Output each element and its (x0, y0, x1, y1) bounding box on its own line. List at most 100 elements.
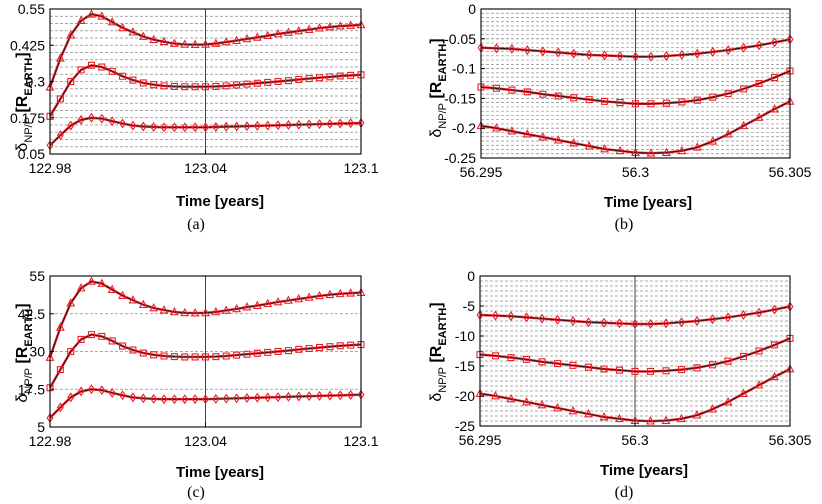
data-point-triangle-d (506, 393, 516, 403)
data-point-triangle-b (723, 129, 733, 138)
data-point-diamond-b (724, 45, 732, 56)
data-point-square-a (243, 80, 251, 88)
data-point-triangle-b (492, 123, 501, 132)
data-point-diamond-d (569, 316, 577, 326)
data-point-square-a (284, 77, 292, 85)
data-point-square-a (56, 95, 64, 103)
data-point-triangle-d (723, 396, 733, 406)
data-point-diamond-c (274, 392, 282, 403)
data-point-square-d (646, 367, 655, 375)
data-point-triangle-a (284, 27, 293, 36)
data-point-diamond-b (523, 45, 531, 56)
data-point-triangle-a (149, 34, 159, 44)
y-tick-label-d: -15 (455, 358, 475, 374)
data-point-square-d (507, 354, 515, 362)
data-point-triangle-c (325, 289, 335, 299)
data-point-triangle-c (190, 308, 200, 317)
data-point-diamond-b (693, 48, 701, 59)
data-point-diamond-d (647, 319, 654, 329)
data-point-triangle-a (211, 38, 221, 47)
y-tick-label-b: -0.05 (444, 31, 476, 47)
y-axis-label-c: δNP/P [REARTH] (14, 303, 35, 402)
data-point-square-c (67, 347, 75, 356)
data-point-square-c (191, 353, 199, 361)
data-point-square-d (677, 366, 686, 374)
series-trend-diamond-d (479, 306, 791, 325)
data-point-diamond-b (585, 49, 593, 60)
y-axis-label-a: δNP/P [REARTH] (14, 52, 35, 151)
data-point-diamond-c (212, 393, 220, 404)
data-point-triangle-d (770, 371, 779, 381)
data-point-triangle-b (507, 126, 517, 135)
data-point-diamond-b (601, 50, 609, 61)
data-point-triangle-a (107, 17, 117, 26)
data-point-diamond-a (202, 122, 209, 133)
series-trend-square-b (480, 70, 791, 105)
data-point-triangle-d (754, 380, 764, 389)
data-point-triangle-b (677, 145, 687, 155)
chart-panel-a: 0.05 0.175 0.3 0.425 0.55 122.98 123.04 123.1 δ… (10, 1, 379, 233)
data-point-square-b (771, 74, 779, 82)
data-point-diamond-a (77, 114, 85, 125)
series-trend-triangle-b (480, 101, 791, 154)
data-point-square-d (662, 367, 670, 375)
data-point-square-b (693, 96, 701, 104)
data-point-triangle-b (600, 144, 610, 153)
data-point-triangle-a (221, 37, 231, 46)
x-tick-label-a: 123.04 (184, 160, 227, 176)
data-point-diamond-d (678, 317, 685, 328)
data-point-square-d (786, 334, 794, 342)
data-point-square-b (662, 99, 670, 107)
data-point-diamond-d (507, 311, 515, 322)
y-tick-label-a: 0.05 (18, 146, 45, 162)
data-point-square-c (77, 335, 85, 343)
data-point-square-a (201, 83, 210, 91)
panel-label-a: (a) (187, 216, 205, 233)
data-point-diamond-c (222, 393, 230, 404)
data-point-diamond-a (274, 120, 282, 131)
y-tick-label-a: 0.175 (10, 110, 45, 126)
series-trend-diamond-a (49, 117, 362, 146)
data-point-triangle-c (232, 303, 242, 313)
data-point-diamond-c (181, 394, 189, 405)
data-point-square-a (316, 74, 324, 82)
y-tick-label-d: -20 (455, 388, 475, 404)
data-point-diamond-d (616, 318, 623, 329)
data-point-triangle-c (138, 299, 148, 309)
data-point-diamond-c (87, 384, 95, 395)
data-point-triangle-c (284, 295, 293, 304)
data-point-diamond-a (129, 120, 137, 131)
data-point-square-c (212, 353, 220, 361)
data-point-diamond-b (616, 51, 624, 62)
data-point-triangle-a (242, 33, 252, 43)
data-point-triangle-c (180, 307, 190, 317)
x-tick-label-d: 56.295 (459, 432, 502, 448)
data-point-square-c (87, 331, 95, 339)
data-point-diamond-a (181, 122, 189, 133)
data-point-square-d (569, 361, 577, 369)
y-tick-label-b: 0 (468, 1, 476, 17)
data-point-square-c (119, 342, 127, 350)
data-point-triangle-b (661, 147, 671, 156)
data-point-diamond-a (295, 119, 303, 130)
data-point-diamond-c (295, 391, 303, 402)
data-point-diamond-c (233, 393, 241, 404)
data-point-diamond-a (264, 120, 272, 131)
data-point-triangle-b (522, 129, 532, 138)
data-point-triangle-d (522, 396, 531, 406)
data-point-square-c (201, 353, 210, 361)
data-point-triangle-c (169, 306, 179, 316)
data-point-triangle-c (128, 295, 138, 304)
x-axis-label-a: Time [years] (176, 193, 264, 210)
data-point-triangle-a (118, 22, 127, 32)
data-point-diamond-a (305, 119, 313, 130)
data-point-triangle-b (569, 138, 579, 147)
data-point-diamond-a (160, 122, 168, 133)
data-point-diamond-c (67, 392, 75, 403)
data-point-triangle-d (615, 413, 624, 423)
data-point-square-a (274, 77, 282, 86)
data-point-triangle-b (708, 136, 718, 145)
data-point-diamond-a (98, 113, 106, 124)
data-point-square-c (253, 349, 261, 357)
series-trend-square-a (49, 64, 362, 117)
